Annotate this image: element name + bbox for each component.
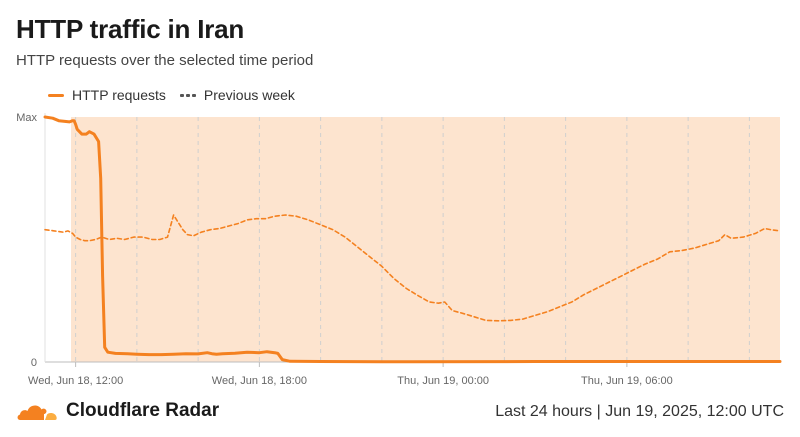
y-tick-label-1: 0 <box>31 357 37 369</box>
page-subtitle: HTTP requests over the selected time per… <box>16 52 314 69</box>
date-label: Jun 19, 2025, 12:00 UTC <box>605 403 784 420</box>
highlight-rect <box>71 117 780 362</box>
x-tick-label-3: Thu, Jun 19, 06:00 <box>581 375 673 387</box>
range-label: Last 24 hours <box>495 403 593 420</box>
legend-item-http-requests[interactable]: HTTP requests <box>48 87 166 103</box>
legend: HTTP requests Previous week <box>48 87 309 103</box>
cloudflare-cloud-icon <box>17 405 57 420</box>
page-title: HTTP traffic in Iran <box>16 14 245 44</box>
legend-label-previous-week: Previous week <box>203 87 295 103</box>
grid-lines <box>75 117 750 362</box>
highlight-region <box>71 117 780 362</box>
time-range-info: Last 24 hours | Jun 19, 2025, 12:00 UTC <box>495 403 784 421</box>
x-tick-label-1: Wed, Jun 18, 18:00 <box>212 375 307 387</box>
brand-logo[interactable]: Cloudflare Radar <box>16 400 219 422</box>
brand-name: Cloudflare Radar <box>66 400 220 421</box>
series-line-previous-week <box>44 214 781 322</box>
legend-swatch-solid <box>48 93 64 97</box>
legend-item-previous-week[interactable]: Previous week <box>179 87 295 103</box>
tick-labels: Max 0 Wed, Jun 18, 12:00 Wed, Jun 18, 18:00… <box>16 112 673 387</box>
series-lines <box>43 115 782 364</box>
legend-label-http-requests: HTTP requests <box>72 87 166 103</box>
series-line-http-requests <box>43 115 782 364</box>
legend-swatch-dashed <box>179 93 196 97</box>
y-tick-label-0: Max <box>16 112 37 124</box>
x-tick-label-0: Wed, Jun 18, 12:00 <box>28 375 123 387</box>
x-tick-label-2: Thu, Jun 19, 00:00 <box>397 375 489 387</box>
range-separator: | <box>596 403 601 420</box>
